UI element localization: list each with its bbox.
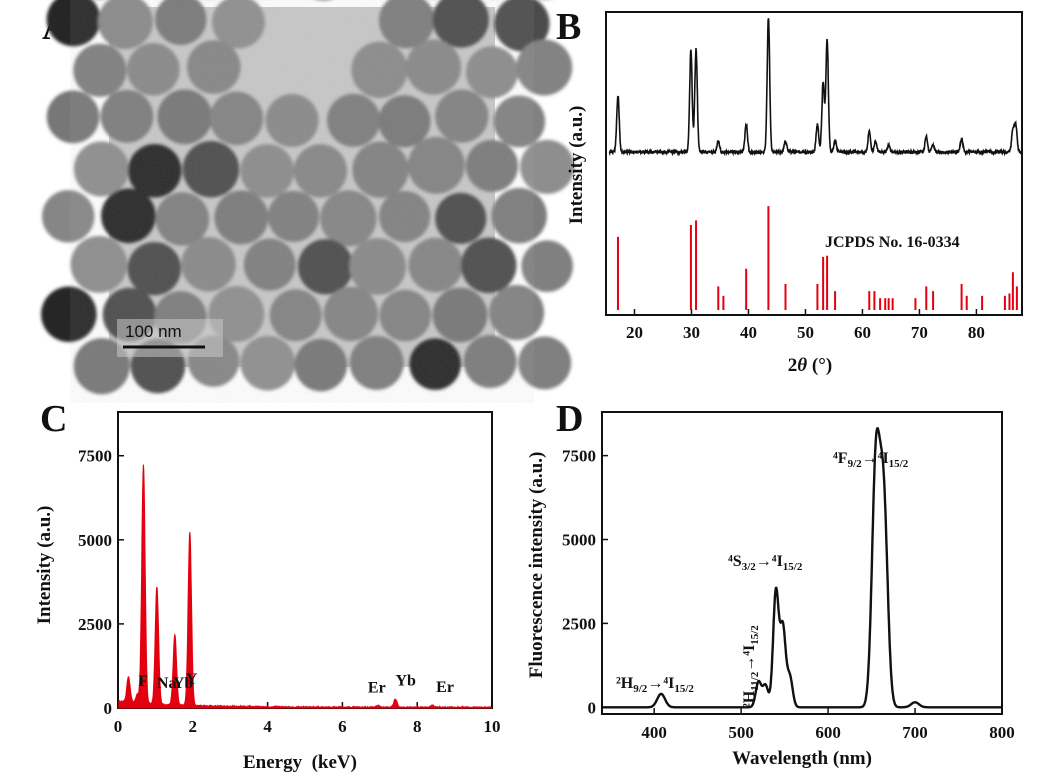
jcpds-label: JCPDS No. 16-0334	[825, 234, 960, 251]
xrd-x-tick-label: 20	[626, 323, 643, 342]
eds-x-tick-label: 6	[338, 717, 347, 736]
transition-2h9-label: ²H9/2→⁴I15/2	[616, 675, 694, 695]
xrd-x-tick-label: 30	[683, 323, 700, 342]
fluorescence-x-tick-label: 500	[728, 723, 754, 742]
xrd-x-tick-label: 40	[740, 323, 757, 342]
eds-x-tick-label: 10	[484, 717, 501, 736]
nanoparticle	[42, 190, 95, 243]
fluorescence-x-tick-label: 600	[815, 723, 841, 742]
eds-peak-label: Y	[186, 671, 198, 688]
nanoparticle	[46, 90, 100, 144]
nanoparticle	[518, 336, 572, 390]
panel-label-c: C	[40, 398, 68, 440]
transition-4s-label: ⁴S3/2→⁴I15/2	[728, 553, 803, 573]
scale-bar-label: 100 nm	[125, 322, 182, 341]
scale-bar-background	[117, 319, 223, 357]
eds-spectrum-area	[118, 464, 492, 710]
eds-y-tick-label: 5000	[78, 531, 112, 550]
fluorescence-x-tick-label: 700	[902, 723, 928, 742]
fluorescence-y-tick-label: 5000	[562, 531, 596, 550]
panel-label-d: D	[556, 398, 584, 440]
eds-x-axis-title: Energy (keV)	[243, 752, 357, 773]
xrd-x-tick-label: 80	[968, 323, 985, 342]
eds-peak-label: Yb	[396, 673, 417, 690]
fluorescence-x-tick-label: 400	[641, 723, 667, 742]
nanoparticle	[516, 39, 573, 96]
fluorescence-y-axis-title: Fluorescence intensity (a.u.)	[526, 452, 547, 679]
transition-4f-label: ⁴F9/2→⁴I15/2	[833, 450, 909, 470]
fluorescence-chart: 400 500 600 700 800 0 2500 5000 7500 ²H9/2→⁴I15/…	[526, 411, 1015, 769]
eds-peak-label: Er	[368, 679, 386, 696]
nanoparticle	[494, 0, 550, 52]
transition-labels: ²H9/2→⁴I15/2 ²H11/2→⁴I15/2 ⁴S3/2→⁴I15/2 …	[616, 450, 909, 708]
transition-2h11-label: ²H11/2→⁴I15/2	[741, 625, 761, 708]
eds-x-tick-label: 2	[189, 717, 198, 736]
fluorescence-plot-frame	[601, 411, 1003, 715]
eds-y-tick-label: 2500	[78, 615, 112, 634]
eds-x-tick-label: 8	[413, 717, 422, 736]
fluorescence-y-tick-label: 7500	[562, 447, 596, 466]
nanoparticle	[493, 95, 546, 148]
eds-x-tick-label: 4	[263, 717, 272, 736]
xrd-x-tick-label: 50	[797, 323, 814, 342]
nanoparticle	[489, 285, 545, 341]
eds-peak-label: Er	[436, 679, 454, 696]
nanoparticle	[491, 187, 547, 244]
xrd-pattern-line	[608, 18, 1022, 157]
nanoparticle	[46, 0, 101, 47]
xrd-x-tick-label: 70	[911, 323, 928, 342]
tem-micrograph: 100 nm	[41, 0, 575, 395]
eds-y-tick-label: 7500	[78, 447, 112, 466]
tem-grain	[109, 7, 495, 367]
fluorescence-x-axis-title: Wavelength (nm)	[732, 748, 872, 769]
xrd-y-axis-title: Intensity (a.u.)	[566, 106, 587, 225]
fluorescence-y-tick-label: 2500	[562, 614, 596, 633]
panel-label-b: B	[556, 6, 582, 48]
eds-x-tick-label: 0	[114, 717, 123, 736]
fluorescence-y-tick-label: 0	[588, 698, 597, 717]
xrd-x-tick-label: 60	[854, 323, 871, 342]
nanoparticle	[41, 286, 97, 343]
nanoparticle	[520, 139, 575, 194]
eds-peak-label: Na	[157, 675, 177, 692]
xrd-chart: 20 30 40 50 60 70 80 JCPDS No. 16-0334 Intensi…	[566, 11, 1023, 376]
nanoparticle	[521, 240, 573, 292]
eds-peak-label: Yb	[173, 675, 194, 692]
xrd-plot-frame	[605, 11, 1023, 316]
eds-y-axis-title: Intensity (a.u.)	[34, 506, 55, 625]
eds-peak-label: F	[138, 673, 148, 690]
fluorescence-x-tick-label: 800	[989, 723, 1015, 742]
xrd-x-axis-title: 2θ (°)	[788, 355, 832, 376]
eds-y-tick-label: 0	[104, 699, 113, 718]
fluorescence-spectrum-line	[602, 427, 1002, 709]
